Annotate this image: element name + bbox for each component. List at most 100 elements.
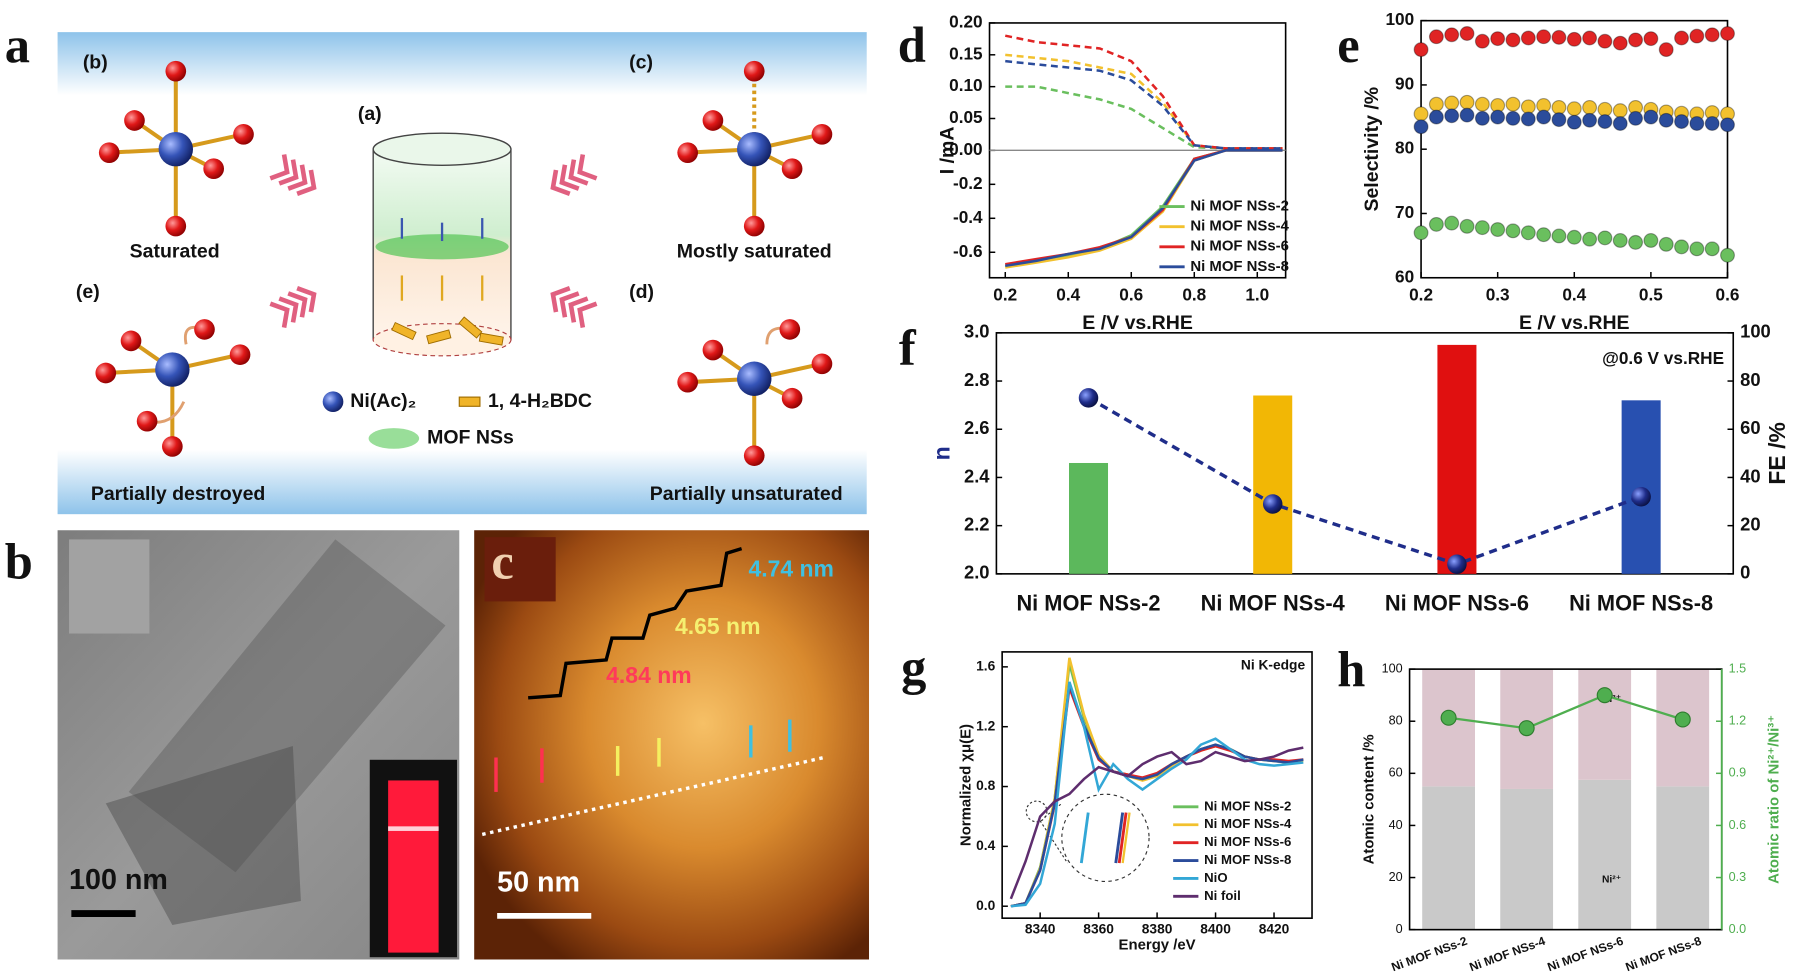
x-tick-label: 8420 bbox=[1259, 921, 1290, 936]
panel-letter: g bbox=[901, 639, 926, 695]
chevron bbox=[296, 286, 317, 313]
data-point bbox=[1490, 222, 1506, 238]
annotation: @0.6 V vs.RHE bbox=[1602, 348, 1724, 368]
o-atom bbox=[162, 436, 183, 457]
o-atom bbox=[165, 215, 187, 237]
view-label: (b) bbox=[83, 51, 108, 73]
data-point bbox=[1566, 114, 1582, 130]
y-tick-label: 80 bbox=[1389, 714, 1403, 728]
data-point bbox=[1444, 27, 1460, 43]
y-tick-label: 60 bbox=[1389, 766, 1403, 780]
data-point bbox=[1704, 116, 1720, 131]
data-point bbox=[1551, 112, 1567, 128]
y2-tick-label: 60 bbox=[1740, 417, 1760, 438]
label-box bbox=[69, 539, 150, 634]
data-point bbox=[1520, 30, 1536, 46]
y2-tick-label: 1.5 bbox=[1729, 661, 1747, 675]
x-tick-label: 8360 bbox=[1083, 921, 1114, 936]
x-tick-label: Ni MOF NSs-4 bbox=[1201, 591, 1345, 616]
y2-tick-label: 0 bbox=[1740, 562, 1750, 583]
x-tick-label: 0.4 bbox=[1056, 285, 1080, 305]
bar-segment bbox=[1656, 786, 1710, 930]
data-point bbox=[1643, 109, 1659, 125]
data-point bbox=[1413, 225, 1429, 241]
y2-tick-label: 0.9 bbox=[1729, 766, 1747, 780]
segment-label: Ni²⁺ bbox=[1602, 875, 1621, 886]
data-point bbox=[1428, 96, 1444, 112]
data-point bbox=[1490, 109, 1506, 125]
x-tick-label: Ni MOF NSs-6 bbox=[1546, 934, 1626, 975]
mof-ns-layer bbox=[375, 234, 509, 260]
y-axis-label: Normalized χμ(E) bbox=[958, 724, 975, 846]
data-point bbox=[1505, 96, 1521, 112]
y-tick-label: 100 bbox=[1382, 661, 1403, 675]
chevron bbox=[287, 164, 308, 191]
y2-tick-label: 0.3 bbox=[1729, 870, 1747, 884]
ni-atom bbox=[155, 352, 190, 387]
linker-rods bbox=[391, 316, 504, 346]
data-line bbox=[1010, 681, 1304, 908]
segment-label: Ni³⁺ bbox=[1602, 694, 1621, 705]
y2-tick-label: 1.2 bbox=[1729, 714, 1747, 728]
data-point bbox=[1689, 28, 1705, 44]
o-atom bbox=[779, 319, 801, 340]
ni-atom bbox=[737, 131, 772, 167]
x-tick-label: 8400 bbox=[1200, 921, 1231, 936]
plot-frame bbox=[1001, 651, 1313, 919]
data-point bbox=[1536, 227, 1552, 243]
y2-axis-label: FE /% bbox=[1764, 422, 1790, 484]
x-tick-label: Ni MOF NSs-8 bbox=[1624, 934, 1704, 975]
y-tick-label: -0.4 bbox=[953, 207, 983, 227]
x-tick-label: 0.8 bbox=[1182, 285, 1206, 305]
x-tick-label: Ni MOF NSs-4 bbox=[1467, 934, 1547, 975]
data-point bbox=[1689, 241, 1705, 257]
data-point bbox=[1474, 220, 1490, 236]
nanosheet bbox=[105, 746, 301, 926]
legend-label: Ni MOF NSs-8 bbox=[1204, 852, 1291, 867]
data-point bbox=[1658, 42, 1674, 58]
o-atom bbox=[702, 339, 724, 361]
y-tick-label: 2.0 bbox=[964, 562, 990, 583]
data-point bbox=[1505, 223, 1521, 239]
data-point bbox=[1643, 31, 1659, 47]
data-point bbox=[1459, 107, 1475, 123]
data-point bbox=[1262, 494, 1283, 514]
height-label: 4.74 nm bbox=[749, 555, 834, 581]
legend-label: Ni MOF NSs-4 bbox=[1204, 816, 1292, 831]
o-atom bbox=[781, 158, 803, 180]
chevron bbox=[550, 169, 571, 196]
x-tick-label: 8340 bbox=[1025, 921, 1056, 936]
y-axis-label: Atomic content /% bbox=[1360, 734, 1377, 864]
bar-segment bbox=[1578, 669, 1632, 780]
data-point bbox=[1597, 230, 1613, 246]
data-point bbox=[1444, 108, 1460, 124]
panel-letter: e bbox=[1337, 17, 1359, 73]
panel-letter: b bbox=[5, 534, 33, 590]
height-label: 4.65 nm bbox=[675, 613, 760, 639]
x-tick-label: Ni MOF NSs-8 bbox=[1569, 591, 1713, 616]
data-line bbox=[1005, 85, 1283, 150]
data-point bbox=[1428, 29, 1444, 45]
data-point bbox=[1447, 554, 1467, 574]
chevron bbox=[568, 296, 589, 323]
chevron bbox=[278, 296, 299, 323]
data-line bbox=[1005, 53, 1283, 150]
data-point bbox=[1536, 109, 1552, 125]
y2-axis-label: Atomic ratio of Ni²⁺/Ni³⁺ bbox=[1765, 715, 1782, 884]
data-point bbox=[1474, 33, 1490, 49]
y-tick-label: 3.0 bbox=[964, 321, 990, 342]
plot-frame bbox=[1420, 19, 1729, 279]
y2-tick-label: 20 bbox=[1740, 513, 1760, 534]
data-point bbox=[1551, 29, 1567, 45]
label-box bbox=[484, 537, 556, 602]
data-point bbox=[1658, 236, 1674, 252]
view-label: (c) bbox=[629, 51, 653, 73]
data-point bbox=[1582, 99, 1598, 115]
panel-c: 4.74 nm 4.65 nm 4.84 nm 50 nm bbox=[474, 530, 870, 960]
y-tick-label: 90 bbox=[1395, 73, 1414, 93]
state-label: Mostly saturated bbox=[677, 241, 832, 263]
o-atom bbox=[677, 371, 699, 393]
arrows-up bbox=[400, 275, 484, 301]
x-axis-label: E /V vs.RHE bbox=[1519, 312, 1630, 334]
